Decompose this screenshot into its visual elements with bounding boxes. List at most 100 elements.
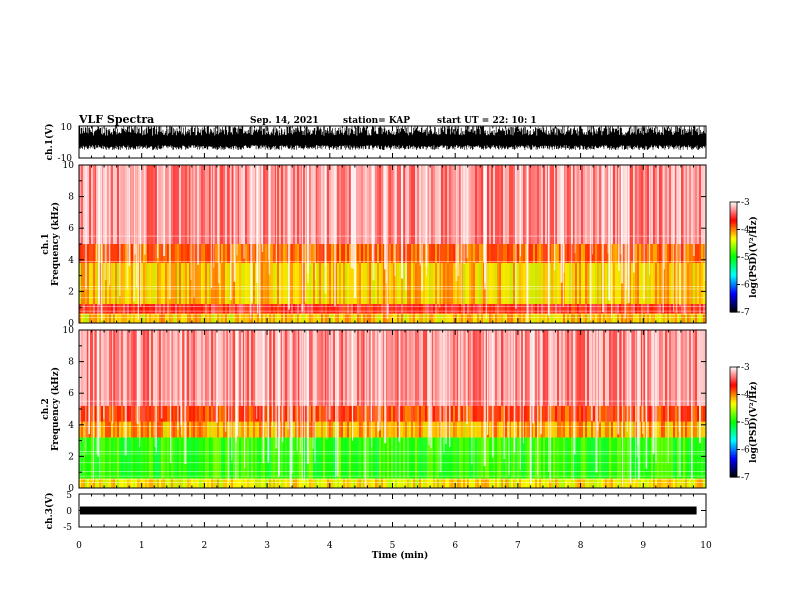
spectrogram-column [501,330,503,406]
start-time-label: start UT = 22: 10: 1 [437,116,537,126]
spectrogram-column [639,421,641,438]
spectrogram-streak [523,330,525,444]
spectrogram-column [323,330,325,406]
spectrogram-column [303,313,305,323]
spectrogram-streak [213,165,215,268]
spectrogram-column [211,405,213,422]
spectrogram-column [101,421,103,438]
spectrogram-column [185,304,187,314]
spectrogram-column [141,165,143,244]
spectrogram-streak [314,330,316,462]
spectrogram-column [325,421,327,438]
spectrogram-column [537,244,539,263]
spectrogram-column [135,421,137,438]
spectrogram-column [463,262,465,305]
spectrogram-column [125,165,127,244]
spectrogram-column [223,478,225,488]
spectrogram-column [577,437,579,479]
spectrogram-column [551,165,553,244]
spectrogram-column [351,437,353,479]
spectrogram-column [269,437,271,479]
spectrogram-column [323,478,325,488]
spectrogram-column [105,405,107,422]
spectrogram-column [465,262,467,305]
spectrogram-column [677,313,679,323]
spectrogram-column [251,437,253,479]
spectrogram-column [451,405,453,422]
spectrogram-column [171,405,173,422]
spectrogram-column [579,165,581,244]
colorbar-tick-label: -3 [741,363,750,373]
spectrogram-column [601,437,603,479]
spectrogram-column [203,244,205,263]
spectrogram-column [629,165,631,244]
spectrogram-column [377,262,379,305]
spectrogram-column [141,437,143,479]
spectrogram-column [151,405,153,422]
spectrogram-column [447,478,449,488]
spectrogram-column [231,313,233,323]
spectrogram-column [295,330,297,406]
spectrogram-column [183,330,185,406]
spectrogram-column [461,313,463,323]
spectrogram-column [633,478,635,488]
spectrogram-column [517,244,519,263]
spectrogram-column [427,244,429,263]
spectrogram-column [543,405,545,422]
colorbar-segment [730,266,737,269]
spectrogram-column [427,437,429,479]
spectrogram-column [435,330,437,406]
spectrogram-column [83,313,85,323]
spectrogram-column [511,478,513,488]
spectrogram-column [111,262,113,305]
colorbar-segment [730,279,737,282]
spectrogram-column [667,262,669,305]
spectrogram-column [453,437,455,479]
spectrogram-column [89,262,91,305]
spectrogram-column [187,244,189,263]
spectrogram-column [657,421,659,438]
spectrogram-column [351,244,353,263]
spectrogram-column [293,478,295,488]
spectrogram-column [397,262,399,305]
spectrogram-column [297,330,299,406]
spectrogram-column [97,304,99,314]
spectrogram-column [483,304,485,314]
spectrogram-column [373,405,375,422]
colorbar-segment [730,225,737,229]
spectrogram-column [161,244,163,263]
spectrogram-column [285,330,287,406]
spectrogram-column [253,244,255,263]
spectrogram-streak [699,330,701,444]
colorbar-segment [730,247,737,251]
spectrogram-column [569,244,571,263]
spectrogram-column [505,437,507,479]
spectrogram-column [295,421,297,438]
spectrogram-column [271,405,273,422]
spectrogram-column [245,244,247,263]
spectrogram-column [383,421,385,438]
spectrogram-column [423,437,425,479]
spectrogram-column [373,262,375,305]
spectrogram-column [167,304,169,314]
spectrogram-column [367,405,369,422]
spectrogram-column [673,244,675,263]
spectrogram-column [253,437,255,479]
spectrogram-column [243,478,245,488]
spectrogram-column [459,304,461,314]
spectrogram-column [469,405,471,422]
spectrogram-column [337,244,339,263]
spectrogram-column [209,330,211,406]
spectrogram-column [543,437,545,479]
spectrogram-column [499,478,501,488]
spectrogram-column [199,304,201,314]
spectrogram-column [79,478,81,488]
spectrogram-column [479,330,481,406]
spectrogram-column [81,405,83,422]
spectrogram-column [477,313,479,323]
spectrogram-column [537,304,539,314]
spectrogram-column [403,304,405,314]
spectrogram-streak [236,165,238,256]
spectrogram-column [243,330,245,406]
colorbar-tick-label: -7 [741,473,750,483]
